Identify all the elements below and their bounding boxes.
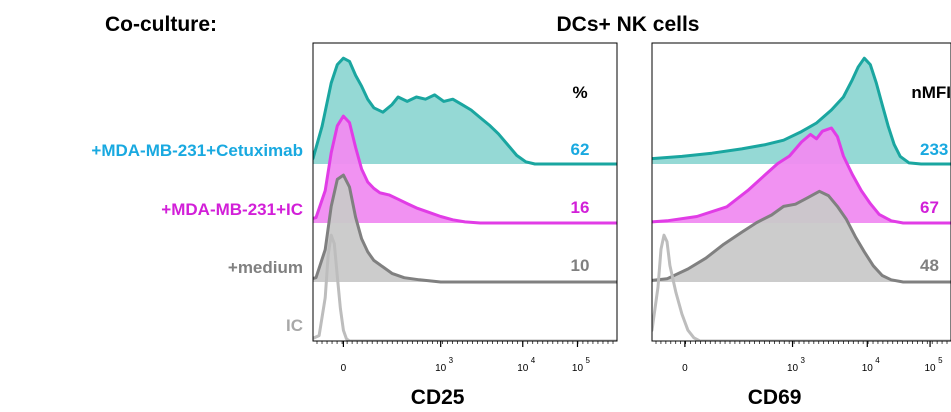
stat-header: nMFI xyxy=(911,83,951,102)
row-label: IC xyxy=(286,316,303,335)
row-label: +MDA-MB-231+IC xyxy=(161,200,303,219)
row-label: +MDA-MB-231+Cetuximab xyxy=(91,141,303,160)
histogram-fill xyxy=(313,58,617,164)
stat-value: 62 xyxy=(571,140,590,159)
tick-exponent: 3 xyxy=(449,356,454,365)
tick-exponent: 5 xyxy=(938,356,943,365)
histogram-line xyxy=(313,173,617,284)
x-axis-label: CD25 xyxy=(411,386,465,409)
tick-label: 10 xyxy=(787,363,799,374)
stat-value: 233 xyxy=(920,140,948,159)
plot-frame xyxy=(651,42,951,342)
coculture-title: Co-culture: xyxy=(105,13,217,36)
tick-label: 10 xyxy=(862,363,874,374)
tick-exponent: 5 xyxy=(585,356,590,365)
plot-frame xyxy=(312,42,618,342)
stat-value: 16 xyxy=(571,198,590,217)
stat-value: 67 xyxy=(920,198,939,217)
stat-value: 10 xyxy=(571,256,590,275)
tick-label: 0 xyxy=(341,363,347,374)
tick-exponent: 4 xyxy=(531,356,536,365)
group-title: DCs+ NK cells xyxy=(557,13,700,36)
histogram-fill xyxy=(652,191,951,282)
histogram-line xyxy=(313,114,617,225)
histogram-line xyxy=(313,56,617,166)
histogram-fill xyxy=(652,128,951,223)
histogram-line xyxy=(652,189,951,284)
tick-label: 10 xyxy=(572,363,584,374)
tick-label: 10 xyxy=(517,363,529,374)
histogram-line xyxy=(652,126,951,225)
tick-label: 0 xyxy=(682,363,688,374)
stat-header: % xyxy=(572,83,587,102)
x-axis-label: CD69 xyxy=(748,386,802,409)
histogram-line xyxy=(652,56,951,166)
tick-exponent: 4 xyxy=(875,356,880,365)
histogram-fill xyxy=(313,175,617,282)
stat-value: 48 xyxy=(920,256,939,275)
tick-exponent: 3 xyxy=(801,356,806,365)
histogram-fill xyxy=(652,58,951,164)
histogram-line xyxy=(652,233,951,341)
histogram-line xyxy=(313,233,617,341)
tick-label: 10 xyxy=(925,363,937,374)
tick-label: 10 xyxy=(435,363,447,374)
row-label: +medium xyxy=(228,258,303,277)
